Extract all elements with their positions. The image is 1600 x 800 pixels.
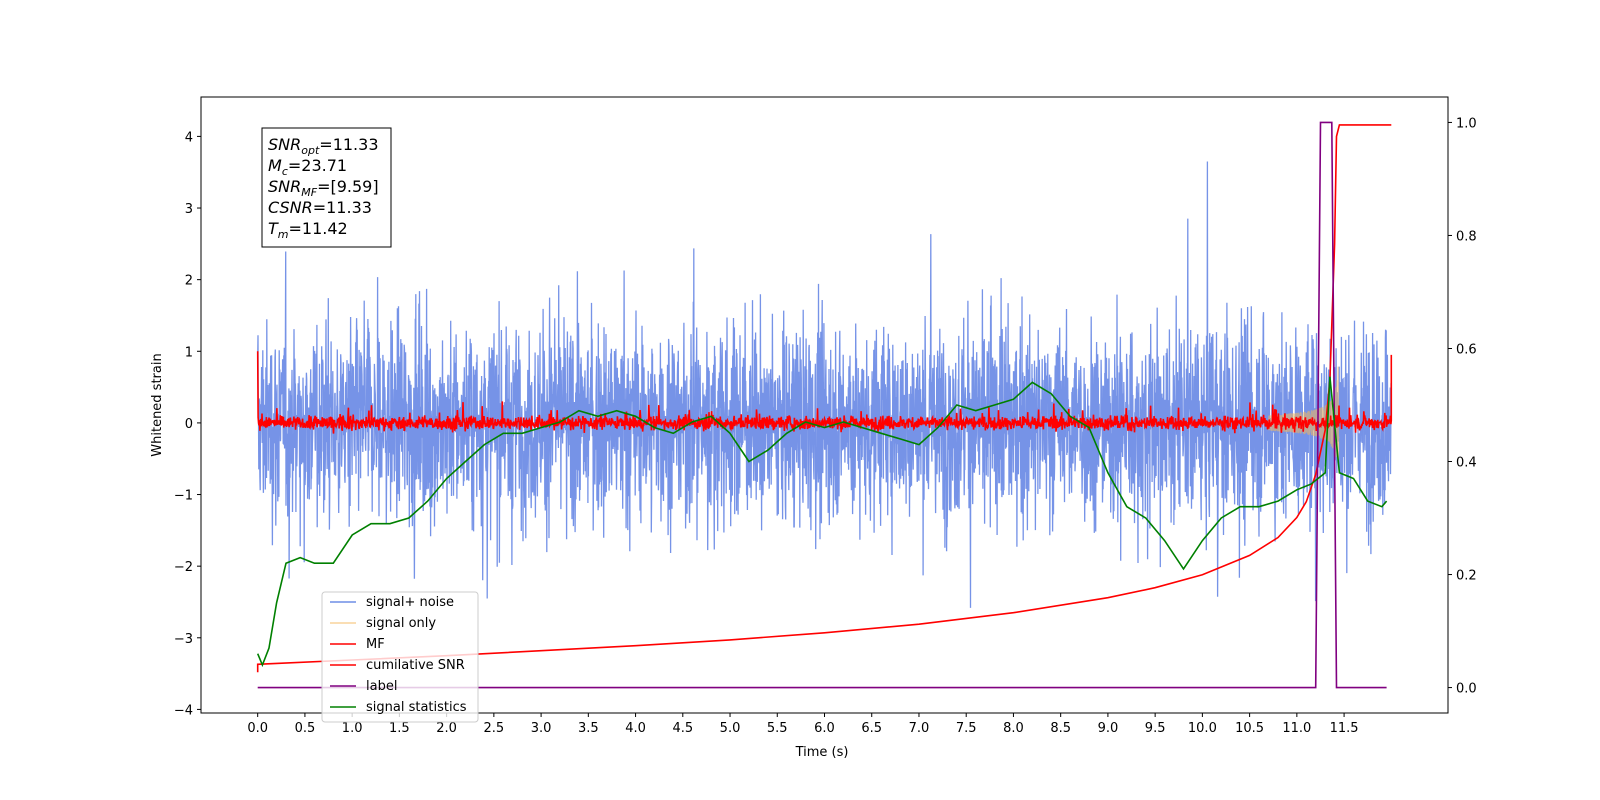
x-tick-label: 0.5 <box>295 721 316 736</box>
annotation-line: SNRMF=[9.59] <box>268 177 379 199</box>
x-tick-label: 8.5 <box>1050 721 1071 736</box>
legend-label: label <box>366 679 397 694</box>
annotation-value: =11.33 <box>313 198 372 217</box>
y2-tick-label: 0.4 <box>1456 456 1477 471</box>
legend-label: signal only <box>366 616 436 631</box>
legend-label: MF <box>366 637 385 652</box>
y-tick-label: 4 <box>185 130 193 145</box>
x-tick-label: 10.0 <box>1188 721 1217 736</box>
annotation-line: Tm=11.42 <box>268 219 348 241</box>
legend-frame <box>321 591 479 723</box>
series-signal-noise <box>257 161 1392 608</box>
annotation-symbol: CSNR <box>268 198 313 217</box>
x-tick-label: 6.0 <box>814 721 835 736</box>
annotation-subscript: c <box>282 165 288 178</box>
y-tick-label: −3 <box>174 632 193 647</box>
y-axis-title: Whitened strain <box>150 353 165 456</box>
legend-label: signal statistics <box>366 700 467 715</box>
annotation-value: =23.71 <box>288 156 347 175</box>
series-signal-statistics <box>256 376 1388 668</box>
x-tick-label: 4.0 <box>625 721 646 736</box>
x-tick-label: 7.0 <box>909 721 930 736</box>
y-tick-label: −4 <box>174 703 193 718</box>
x-tick-label: 10.5 <box>1235 721 1264 736</box>
x-tick-label: 9.0 <box>1098 721 1119 736</box>
y-tick-label: −2 <box>174 560 193 575</box>
series-mf <box>256 351 1393 434</box>
y2-tick-label: 0.6 <box>1456 342 1477 357</box>
annotation-line: Mc=23.71 <box>268 156 347 178</box>
x-tick-label: 2.0 <box>436 721 457 736</box>
annotation-symbol: T <box>268 219 279 238</box>
annotation-value: =11.42 <box>289 219 348 238</box>
legend-label: cumilative SNR <box>366 658 465 673</box>
annotation-value: =[9.59] <box>317 177 379 196</box>
x-axis-title: Time (s) <box>795 745 849 760</box>
series-label <box>257 121 1387 689</box>
y-axis-left: −4 −3 −2 −1 0 1 2 3 4 <box>174 130 201 718</box>
x-tick-label: 5.5 <box>767 721 788 736</box>
annotation-symbol: M <box>268 156 282 175</box>
annotation-value: =11.33 <box>319 135 378 154</box>
x-tick-label: 6.5 <box>861 721 882 736</box>
legend: signal+ noise signal only MF cumilative SNR… <box>321 591 479 723</box>
x-tick-label: 4.5 <box>672 721 693 736</box>
annotation-subscript: opt <box>301 144 320 157</box>
x-tick-label: 1.5 <box>389 721 410 736</box>
legend-label: signal+ noise <box>366 595 454 610</box>
y-tick-label: 1 <box>185 345 193 360</box>
y2-tick-label: 0.8 <box>1456 229 1477 244</box>
x-tick-label: 5.0 <box>720 721 741 736</box>
annotation-line: CSNR=11.33 <box>268 198 372 217</box>
x-tick-label: 3.5 <box>578 721 599 736</box>
y-tick-label: 0 <box>185 417 193 432</box>
x-tick-label: 1.0 <box>342 721 363 736</box>
annotation-subscript: MF <box>301 186 317 199</box>
x-tick-label: 7.5 <box>956 721 977 736</box>
x-tick-label: 0.0 <box>247 721 268 736</box>
y2-tick-label: 0.0 <box>1456 682 1477 697</box>
y-axis-right: 0.0 0.2 0.4 0.6 0.8 1.0 <box>1448 116 1477 697</box>
x-tick-label: 8.0 <box>1003 721 1024 736</box>
y2-tick-label: 1.0 <box>1456 116 1477 131</box>
annotation-frame <box>261 127 392 248</box>
annotation-box: SNRopt=11.33Mc=23.71SNRMF=[9.59]CSNR=11.… <box>261 127 392 248</box>
x-tick-label: 3.0 <box>531 721 552 736</box>
y-tick-label: 3 <box>185 202 193 217</box>
plot-area <box>256 121 1393 689</box>
y-tick-label: 2 <box>185 274 193 289</box>
x-tick-label: 11.5 <box>1330 721 1359 736</box>
y-tick-label: −1 <box>174 489 193 504</box>
series-cumulative-snr <box>256 124 1392 673</box>
annotation-symbol: SNR <box>268 135 301 154</box>
annotation-symbol: SNR <box>268 177 301 196</box>
x-tick-label: 11.0 <box>1282 721 1311 736</box>
x-tick-label: 9.5 <box>1145 721 1166 736</box>
x-tick-label: 2.5 <box>484 721 505 736</box>
annotation-subscript: m <box>278 228 289 241</box>
x-axis: 0.0 0.5 1.0 1.5 2.0 2.5 3.0 3.5 4.0 4.5 5.0 5.5 6.0 6… <box>247 713 1359 736</box>
annotation-line: SNRopt=11.33 <box>268 135 379 157</box>
y2-tick-label: 0.2 <box>1456 569 1477 584</box>
